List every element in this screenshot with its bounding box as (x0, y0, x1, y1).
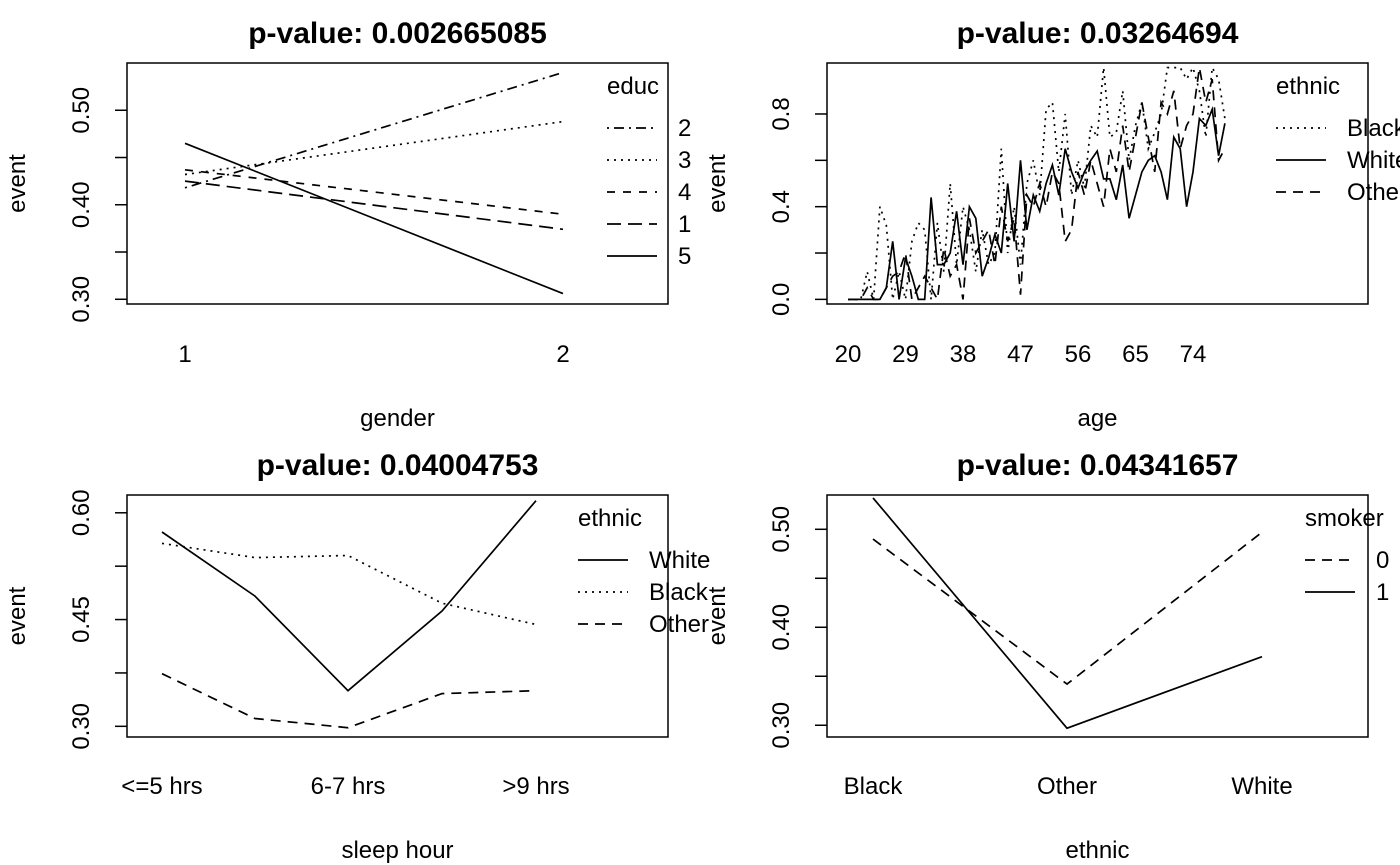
x-axis-label: gender (360, 405, 435, 432)
chart-title: p-value: 0.04004753 (257, 449, 539, 482)
legend-label: White (649, 547, 710, 574)
x-tick-label: 74 (1180, 341, 1207, 368)
series-line-0 (872, 531, 1263, 686)
y-tick-label: 0.50 (68, 87, 95, 134)
x-tick-label: Black (844, 773, 904, 800)
chart-panel-1: p-value: 0.002665085 0.30 0.40 0.50 event gen… (4, 17, 691, 432)
legend-label: White (1347, 147, 1400, 174)
legend-label: 5 (678, 243, 691, 270)
series-line-black (161, 542, 537, 626)
x-tick-label: >9 hrs (502, 773, 569, 800)
series-line-white (848, 105, 1226, 301)
plot-frame (826, 494, 1369, 738)
y-tick-label: 0.45 (68, 596, 95, 643)
x-tick-label: 2 (556, 341, 569, 368)
series-line-5 (184, 142, 564, 295)
y-tick-label: 0.30 (68, 276, 95, 323)
chart-title: p-value: 0.04341657 (957, 449, 1239, 482)
chart-panel-3: p-value: 0.04004753 0.30 0.45 0.60 event slee… (4, 449, 710, 864)
y-tick-label: 0.0 (768, 283, 795, 316)
legend-label: 1 (1376, 579, 1389, 606)
legend-label: Other (1347, 179, 1400, 206)
chart-title: p-value: 0.002665085 (248, 17, 547, 50)
plot-frame (826, 62, 1369, 305)
x-tick-label: White (1231, 773, 1292, 800)
series-line-2 (184, 71, 564, 189)
series-line-1 (872, 497, 1263, 730)
legend-title: educ (607, 73, 659, 100)
series-group (848, 64, 1226, 303)
x-tick-label: 1 (178, 341, 191, 368)
legend-title: smoker (1305, 505, 1384, 532)
legend: ethnic Black White Other (1276, 73, 1400, 206)
legend-label: 2 (678, 115, 691, 142)
series-line-white (161, 500, 537, 692)
legend: ethnic White Black Other (578, 505, 710, 638)
x-tick-label: Other (1037, 773, 1097, 800)
plot-frame (126, 62, 669, 305)
series-line-other (161, 672, 537, 729)
legend-label: 0 (1376, 547, 1389, 574)
x-tick-label: 38 (950, 341, 977, 368)
y-tick-label: 0.60 (68, 489, 95, 536)
y-axis-label: event (4, 154, 31, 213)
series-group (872, 497, 1263, 730)
series-group (184, 71, 564, 295)
chart-panel-2: p-value: 0.03264694 0.0 0.4 0.8 event age 20 29… (704, 17, 1400, 432)
x-tick-label: 65 (1122, 341, 1149, 368)
x-tick-label: 47 (1007, 341, 1034, 368)
series-line-3 (184, 120, 564, 176)
series-line-4 (184, 168, 564, 216)
y-tick-label: 0.30 (768, 702, 795, 749)
legend-label: 4 (678, 179, 691, 206)
x-axis-label: ethnic (1065, 837, 1129, 864)
chart-title: p-value: 0.03264694 (957, 17, 1239, 50)
legend: smoker 0 1 (1305, 505, 1389, 606)
plot-frame (126, 494, 669, 738)
y-tick-label: 0.8 (768, 97, 795, 130)
x-tick-label: 56 (1065, 341, 1092, 368)
y-tick-label: 0.40 (768, 604, 795, 651)
legend-label: Black (649, 579, 709, 606)
x-tick-label: 6-7 hrs (311, 773, 386, 800)
series-line-1 (184, 180, 564, 231)
x-axis-label: age (1077, 405, 1117, 432)
y-tick-label: 0.40 (68, 181, 95, 228)
legend-label: 1 (678, 211, 691, 238)
y-tick-label: 0.4 (768, 190, 795, 223)
legend-title: ethnic (1276, 73, 1340, 100)
legend-title: ethnic (578, 505, 642, 532)
x-axis-label: sleep hour (341, 837, 453, 864)
series-group (161, 500, 537, 729)
legend-label: 3 (678, 147, 691, 174)
y-tick-label: 0.50 (768, 506, 795, 553)
legend-label: Other (649, 611, 709, 638)
y-axis-label: event (704, 154, 731, 213)
y-tick-label: 0.30 (68, 703, 95, 750)
chart-panel-4: p-value: 0.04341657 0.30 0.40 0.50 event ethn… (704, 449, 1389, 864)
series-line-other (848, 67, 1226, 303)
legend: educ 2 3 4 1 5 (607, 73, 691, 270)
x-tick-label: 29 (892, 341, 919, 368)
legend-label: Black (1347, 115, 1400, 142)
x-tick-label: <=5 hrs (121, 773, 202, 800)
y-axis-label: event (4, 586, 31, 645)
x-tick-label: 20 (835, 341, 862, 368)
y-axis-label: event (704, 586, 731, 645)
